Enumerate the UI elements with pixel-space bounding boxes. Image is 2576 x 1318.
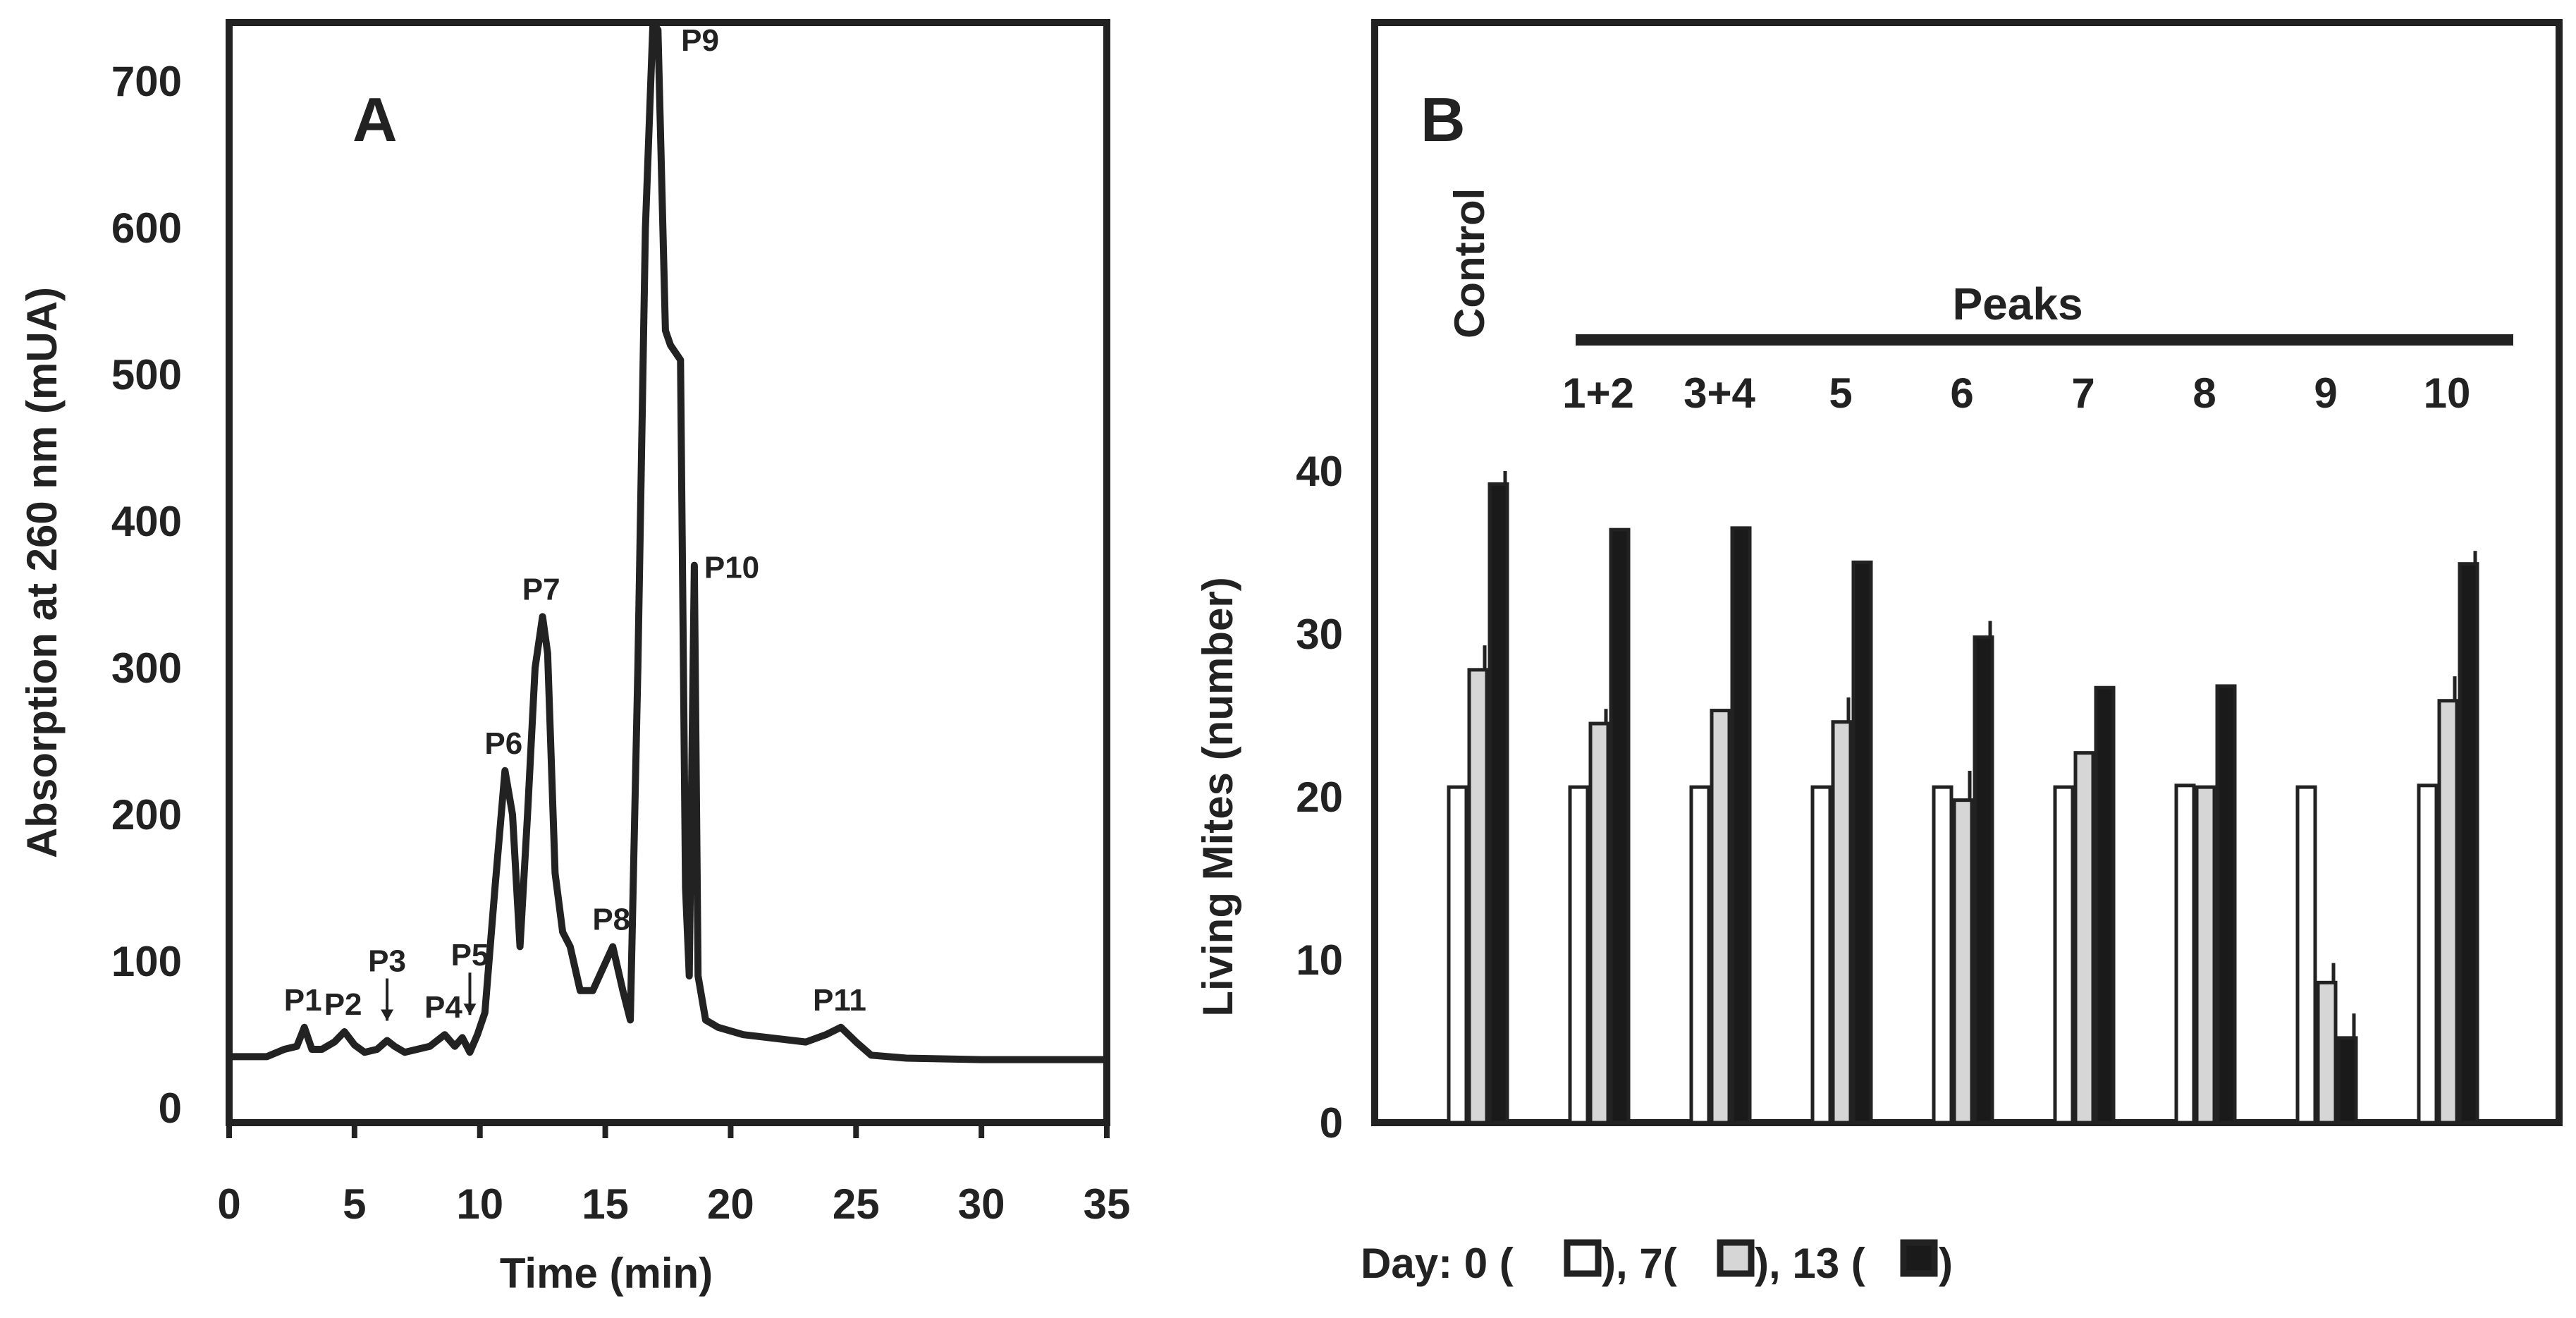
x-tick-label: 30: [958, 1180, 1005, 1228]
peak-arrowhead: [381, 1009, 394, 1021]
day0-bar: [2053, 785, 2075, 1125]
panel-a-x-ticks: 0 5 10 15 20 25 30 35: [217, 1123, 1130, 1228]
peak-label: P10: [704, 551, 759, 585]
day7-bar: [2437, 699, 2459, 1125]
panel-a-y-ticks: 0 100 200 300 400 500 600 700: [111, 58, 182, 1132]
x-tick-label: 35: [1084, 1180, 1131, 1228]
panel-b-bar-chart: B Living Mites (number) Control Peaks 0 1…: [1194, 19, 2563, 1287]
panel-a-chromatogram: A Absorption at 260 nm (mUA) Time (min) …: [18, 19, 1130, 1297]
peaks-header: Peaks: [1952, 279, 2083, 329]
y-tick-label: 200: [111, 791, 182, 838]
panel-a-x-axis-label: Time (min): [500, 1250, 713, 1297]
peak-label: P1: [284, 983, 322, 1018]
category-label: 3+4: [1683, 370, 1755, 417]
category-label: 1+2: [1562, 370, 1634, 417]
legend-swatch-day0: [1564, 1239, 1602, 1277]
day13-bar: [1851, 560, 1873, 1125]
day0-bar: [1810, 785, 1832, 1125]
panel-a-label: A: [352, 85, 398, 154]
y-tick-label: 10: [1296, 936, 1343, 984]
day7-bar: [1710, 709, 1731, 1125]
y-tick-label: 20: [1296, 774, 1343, 821]
panel-b-category-labels: 1+2 3+4 5 6 7 8 9 10: [1562, 370, 2470, 417]
peak-label: P3: [368, 944, 406, 979]
panel-b-y-ticks: 0 10 20 30 40: [1296, 448, 1343, 1147]
x-tick-label: 15: [582, 1180, 629, 1228]
x-tick-label: 10: [456, 1180, 503, 1228]
day7-bar: [2073, 751, 2095, 1125]
peak-label: P4: [424, 990, 462, 1025]
day13-bar: [2336, 1036, 2358, 1125]
legend-part2: ), 13 (: [1755, 1240, 1865, 1287]
legend-prefix: Day: 0 (: [1361, 1240, 1514, 1287]
peak-label: P5: [451, 938, 489, 972]
day13-bar: [1609, 527, 1631, 1125]
y-tick-label: 500: [111, 351, 182, 398]
day0-bar: [1689, 785, 1711, 1125]
day7-bar: [1831, 720, 1853, 1125]
day0-bar: [1447, 785, 1468, 1125]
category-label: 5: [1829, 370, 1852, 417]
legend-swatch-day7: [1717, 1239, 1755, 1277]
category-label: 6: [1950, 370, 1973, 417]
y-tick-label: 30: [1296, 611, 1343, 658]
day13-bar: [1730, 526, 1752, 1125]
panel-b-label: B: [1421, 85, 1466, 154]
day0-bar: [1568, 785, 1590, 1125]
x-tick-label: 5: [343, 1180, 366, 1228]
category-label: 9: [2314, 370, 2337, 417]
panel-a-frame: [226, 19, 1110, 1126]
y-tick-label: 40: [1296, 448, 1343, 495]
day13-bar: [1488, 482, 1509, 1125]
peak-label: P9: [681, 23, 719, 58]
legend-swatch-day13: [1900, 1239, 1938, 1277]
y-tick-label: 400: [111, 498, 182, 545]
day13-bar: [1973, 635, 1994, 1125]
day7-bar: [2316, 980, 2338, 1125]
x-tick-label: 20: [707, 1180, 754, 1228]
day13-bar: [2094, 685, 2116, 1125]
y-tick-label: 0: [159, 1085, 182, 1132]
day0-bar: [1932, 785, 1954, 1125]
peak-label: P6: [484, 726, 522, 761]
peak-label: P7: [522, 572, 560, 606]
y-tick-label: 700: [111, 58, 182, 105]
peak-arrowhead: [463, 1003, 477, 1015]
day0-bar: [2174, 783, 2196, 1125]
category-label: 8: [2192, 370, 2216, 417]
category-label: 7: [2071, 370, 2094, 417]
control-label: Control: [1446, 188, 1493, 338]
x-tick-label: 25: [833, 1180, 880, 1228]
legend: Day: 0 ( ), 7( ), 13 ( ): [1361, 1239, 1953, 1287]
chromatogram-trace: [229, 19, 1107, 1063]
y-tick-label: 300: [111, 645, 182, 692]
y-tick-label: 600: [111, 205, 182, 252]
peak-label: P8: [592, 902, 630, 936]
day13-bar: [2458, 562, 2479, 1125]
y-tick-label: 100: [111, 938, 182, 985]
peak-label: P2: [324, 987, 362, 1022]
y-tick-label: 0: [1320, 1099, 1343, 1147]
day0-bar: [2295, 785, 2317, 1125]
panel-b-y-axis-label: Living Mites (number): [1194, 577, 1241, 1016]
day7-bar: [1588, 721, 1610, 1125]
x-tick-label: 0: [217, 1180, 240, 1228]
day13-bar: [2215, 684, 2237, 1125]
panel-b-bars: [1447, 471, 2479, 1125]
category-label: 10: [2424, 370, 2471, 417]
legend-suffix: ): [1939, 1240, 1953, 1287]
day7-bar: [2195, 785, 2216, 1125]
legend-part1: ), 7(: [1602, 1240, 1677, 1287]
day7-bar: [1467, 668, 1489, 1125]
day0-bar: [2417, 783, 2439, 1125]
day7-bar: [1952, 798, 1974, 1125]
panel-a-y-axis-label: Absorption at 260 nm (mUA): [18, 287, 66, 858]
peak-label: P11: [813, 983, 866, 1018]
